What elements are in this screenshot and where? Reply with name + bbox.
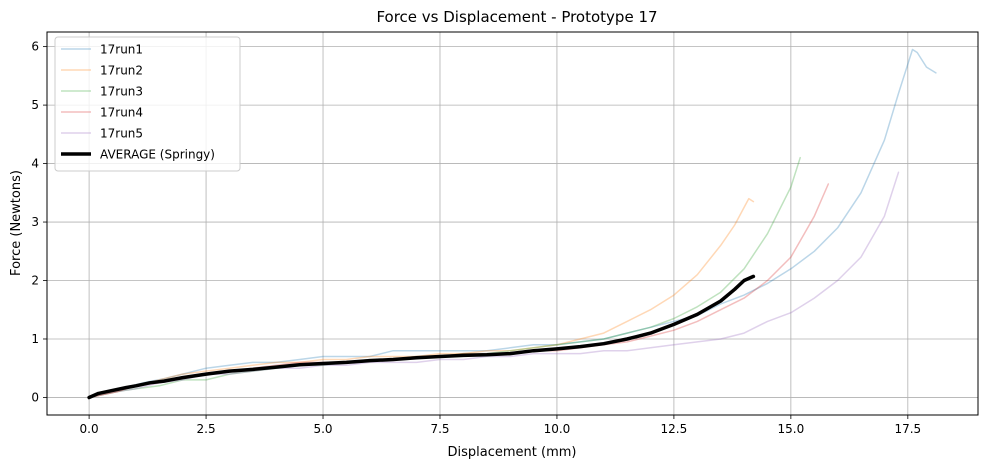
legend-label: 17run2 bbox=[100, 64, 143, 78]
x-tick-label: 0.0 bbox=[80, 422, 99, 436]
x-tick-label: 15.0 bbox=[778, 422, 805, 436]
legend-label: AVERAGE (Springy) bbox=[100, 148, 215, 162]
series-line-average-springy bbox=[87, 274, 756, 400]
y-tick-label: 3 bbox=[31, 215, 39, 229]
legend-box bbox=[54, 36, 241, 172]
series-line-17run1 bbox=[88, 48, 937, 399]
plot-frame bbox=[46, 31, 979, 416]
series-line-17run5 bbox=[88, 171, 900, 399]
x-tick-label: 17.5 bbox=[894, 422, 921, 436]
y-axis-label: Force (Newtons) bbox=[9, 170, 24, 276]
x-tick-label: 5.0 bbox=[313, 422, 332, 436]
series-line-17run2 bbox=[88, 197, 755, 399]
y-tick-label: 0 bbox=[31, 390, 39, 404]
y-tick-label: 1 bbox=[31, 332, 39, 346]
x-axis-ticks: 0.0 2.5 5.0 7.5 10.0 12.5 15.0 17.5 bbox=[80, 415, 921, 436]
y-tick-label: 4 bbox=[31, 157, 39, 171]
y-tick-label: 2 bbox=[31, 274, 39, 288]
series-line-17run4 bbox=[88, 183, 830, 399]
x-tick-label: 12.5 bbox=[661, 422, 688, 436]
series-lines bbox=[87, 48, 937, 400]
legend-label: 17run4 bbox=[100, 106, 143, 120]
x-axis-label: Displacement (mm) bbox=[448, 445, 577, 460]
legend: 17run1 17run2 17run3 17run4 17run5 AVERAGE (S… bbox=[54, 36, 241, 172]
y-tick-label: 6 bbox=[31, 40, 39, 54]
x-tick-label: 2.5 bbox=[197, 422, 216, 436]
y-tick-label: 5 bbox=[31, 98, 39, 112]
x-tick-label: 10.0 bbox=[544, 422, 571, 436]
x-tick-label: 7.5 bbox=[430, 422, 449, 436]
legend-label: 17run3 bbox=[100, 85, 143, 99]
legend-label: 17run1 bbox=[100, 43, 143, 57]
legend-label: 17run5 bbox=[100, 127, 143, 141]
chart-title: Force vs Displacement - Prototype 17 bbox=[376, 8, 657, 26]
y-axis-ticks: 0 1 2 3 4 5 6 bbox=[31, 40, 47, 404]
